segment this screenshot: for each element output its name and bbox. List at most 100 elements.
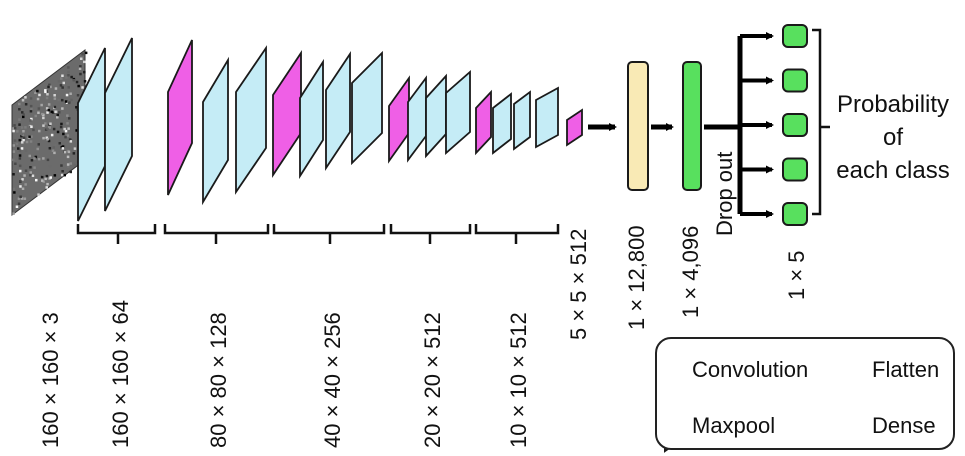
dim-block3: 40 × 40 × 256 bbox=[320, 312, 345, 448]
input-noise-pixel bbox=[18, 133, 21, 137]
input-noise-pixel bbox=[41, 173, 44, 176]
input-noise-pixel bbox=[34, 91, 37, 94]
input-noise-pixel bbox=[60, 122, 63, 126]
input-noise-pixel bbox=[40, 175, 44, 179]
input-noise-pixel bbox=[60, 164, 63, 167]
output-node bbox=[782, 157, 808, 182]
input-noise-pixel bbox=[22, 115, 25, 119]
maxpool-layer bbox=[272, 50, 302, 178]
input-noise-pixel bbox=[44, 89, 47, 92]
input-noise-pixel bbox=[72, 79, 76, 82]
input-noise-pixel bbox=[17, 147, 20, 150]
input-noise-pixel bbox=[81, 86, 84, 89]
input-noise-pixel bbox=[12, 129, 15, 133]
flatten-layer bbox=[627, 61, 649, 191]
input-noise-pixel bbox=[30, 135, 33, 138]
input-noise-pixel bbox=[47, 103, 51, 106]
maxpool-layer bbox=[167, 39, 193, 196]
input-noise-pixel bbox=[44, 128, 48, 131]
input-noise-pixel bbox=[18, 118, 21, 121]
input-noise-pixel bbox=[23, 174, 26, 177]
input-noise-pixel bbox=[44, 177, 47, 181]
input-noise-pixel bbox=[44, 90, 47, 94]
input-noise-pixel bbox=[21, 187, 25, 190]
probability-label: Probability of each class bbox=[818, 88, 965, 187]
input-noise-pixel bbox=[53, 105, 57, 109]
input-noise-pixel bbox=[56, 130, 60, 134]
input-noise-pixel bbox=[61, 107, 64, 110]
input-noise-pixel bbox=[24, 149, 28, 152]
dim-output: 1 × 5 bbox=[784, 250, 809, 300]
input-noise-pixel bbox=[66, 122, 69, 125]
input-noise-pixel bbox=[47, 108, 51, 112]
input-noise-pixel bbox=[50, 133, 54, 137]
input-noise-pixel bbox=[15, 142, 19, 146]
input-noise-pixel bbox=[25, 140, 29, 144]
input-noise-pixel bbox=[45, 174, 49, 178]
input-noise-pixel bbox=[68, 138, 72, 141]
input-noise-pixel bbox=[42, 136, 45, 140]
input-noise-pixel bbox=[50, 110, 53, 114]
input-noise-pixel bbox=[75, 80, 79, 84]
input-noise-pixel bbox=[42, 157, 45, 160]
input-noise-pixel bbox=[61, 86, 64, 89]
input-noise-pixel bbox=[64, 100, 68, 103]
input-noise-pixel bbox=[32, 89, 36, 92]
input-noise-pixel bbox=[30, 159, 34, 162]
dim-input: 160 × 160 × 3 bbox=[38, 312, 63, 448]
input-noise-pixel bbox=[28, 135, 31, 139]
input-noise-pixel bbox=[53, 97, 57, 100]
input-noise-pixel bbox=[37, 111, 40, 114]
input-noise-pixel bbox=[34, 155, 38, 159]
input-noise-pixel bbox=[72, 152, 76, 155]
input-noise-pixel bbox=[80, 57, 83, 60]
input-noise-pixel bbox=[77, 84, 80, 88]
convolution-layer bbox=[407, 75, 427, 163]
input-noise-pixel bbox=[21, 111, 24, 114]
input-noise-pixel bbox=[54, 87, 58, 90]
input-noise-pixel bbox=[67, 101, 71, 105]
input-noise-pixel bbox=[61, 98, 64, 102]
input-noise-pixel bbox=[46, 138, 49, 141]
input-noise-pixel bbox=[76, 94, 80, 97]
input-noise-pixel bbox=[20, 134, 23, 138]
input-noise-pixel bbox=[36, 97, 40, 101]
feature-map-stack bbox=[77, 37, 583, 222]
maxpool-layer bbox=[388, 75, 410, 164]
input-noise-pixel bbox=[17, 197, 21, 200]
input-noise-pixel bbox=[67, 165, 70, 168]
input-noise-pixel bbox=[67, 127, 70, 130]
convolution-layer bbox=[202, 56, 229, 206]
input-noise-pixel bbox=[37, 157, 41, 161]
input-noise-pixel bbox=[34, 114, 37, 118]
input-noise-pixel bbox=[60, 77, 63, 80]
dropout-label: Drop out bbox=[712, 151, 737, 236]
input-noise-pixel bbox=[33, 166, 36, 169]
input-noise-pixel bbox=[56, 116, 59, 119]
convolution-layer bbox=[325, 51, 351, 171]
input-noise-pixel bbox=[84, 51, 88, 55]
input-noise-pixel bbox=[59, 125, 63, 129]
input-noise-pixel bbox=[65, 93, 69, 97]
probability-line-2: of bbox=[882, 124, 903, 151]
input-noise-pixel bbox=[78, 67, 82, 70]
input-noise-pixel bbox=[21, 178, 24, 181]
input-noise-pixel bbox=[37, 143, 40, 146]
input-noise-pixel bbox=[19, 169, 22, 173]
dim-dense: 1 × 4,096 bbox=[678, 225, 703, 318]
input-noise-pixel bbox=[66, 163, 70, 166]
input-noise-pixel bbox=[24, 169, 28, 172]
input-noise-pixel bbox=[68, 117, 71, 120]
input-noise-pixel bbox=[29, 173, 32, 177]
input-noise-pixel bbox=[18, 102, 21, 106]
input-noise-pixel bbox=[75, 106, 78, 109]
input-noise-pixel bbox=[70, 75, 73, 79]
input-noise-pixel bbox=[58, 111, 61, 114]
input-noise-pixel bbox=[66, 155, 70, 159]
input-noise-pixel bbox=[13, 126, 17, 130]
convolution-layer bbox=[492, 92, 512, 155]
input-noise-pixel bbox=[12, 187, 16, 191]
input-noise-pixel bbox=[58, 142, 61, 145]
legend bbox=[655, 337, 955, 450]
input-noise-pixel bbox=[62, 81, 65, 85]
